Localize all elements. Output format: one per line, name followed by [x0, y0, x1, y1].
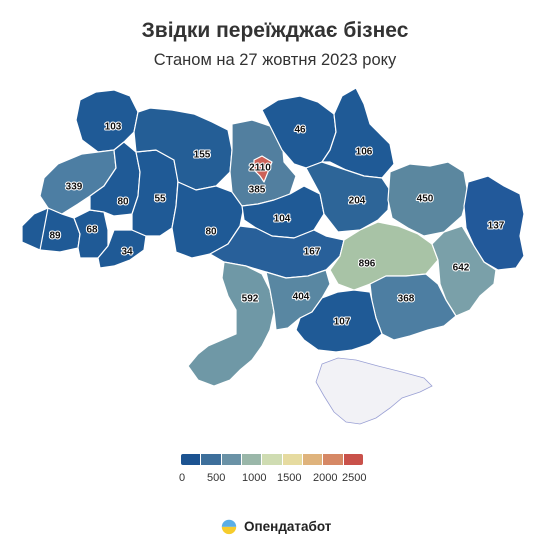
color-scale-legend — [181, 454, 363, 465]
region-zaporizhzhia[interactable]: 368 — [369, 273, 457, 341]
legend-color-segment — [302, 454, 324, 465]
region-ivano-frankivsk[interactable]: 68 — [73, 209, 109, 259]
region-value-label: 106 — [356, 147, 373, 158]
region-chernivtsi[interactable]: 34 — [97, 229, 147, 269]
region-value-label: 339 — [66, 182, 83, 193]
region-value-label: 80 — [205, 227, 217, 238]
region-vinnytsia[interactable]: 80 — [171, 181, 245, 259]
region-value-label: 46 — [294, 125, 306, 136]
legend-tick-labels: 0 500 1000 1500 2000 2500 — [0, 472, 550, 488]
region-sumy[interactable]: 106 — [321, 87, 395, 179]
region-khmelnytskyi[interactable]: 55 — [131, 149, 179, 237]
legend-tick: 1000 — [242, 472, 267, 484]
legend-tick: 0 — [179, 472, 186, 484]
region-value-label: 592 — [242, 294, 259, 305]
region-kharkiv[interactable]: 450 — [387, 161, 469, 237]
region-value-label: 55 — [154, 194, 166, 205]
legend-color-segment — [221, 454, 242, 465]
region-odesa[interactable]: 592 — [187, 261, 275, 387]
region-value-label: 450 — [417, 194, 434, 205]
region-value-label: 167 — [304, 247, 321, 258]
legend-color-segment — [181, 454, 202, 465]
region-value-label: 2110 — [249, 163, 271, 174]
region-value-label: 204 — [349, 196, 366, 207]
region-value-label: 385 — [249, 185, 266, 196]
map-subtitle: Станом на 27 жовтня 2023 року — [153, 51, 397, 69]
legend-color-segment — [241, 454, 263, 465]
legend-tick: 2000 — [313, 472, 338, 484]
region-value-label: 68 — [86, 225, 98, 236]
legend-color-segment — [282, 454, 303, 465]
legend-color-segment — [343, 454, 363, 465]
map-title: Звідки переїжджає бізнес — [141, 19, 409, 42]
region-value-label: 368 — [398, 294, 415, 305]
region-kherson[interactable]: 107 — [295, 289, 383, 353]
brand-footer: Опендатабот — [220, 515, 331, 537]
region-value-label: 103 — [105, 122, 122, 133]
region-value-label: 642 — [453, 263, 470, 274]
region-value-label: 404 — [293, 292, 310, 303]
region-value-label: 896 — [359, 259, 376, 270]
legend-tick: 500 — [207, 472, 226, 484]
brand-name: Опендатабот — [244, 518, 332, 534]
legend-color-segment — [201, 454, 222, 465]
legend-color-segment — [262, 454, 283, 465]
region-value-label: 89 — [49, 231, 61, 242]
region-zhytomyr[interactable]: 155 — [133, 107, 233, 191]
region-lviv[interactable]: 339 — [39, 149, 117, 215]
region-poltava[interactable]: 204 — [305, 161, 391, 233]
region-value-label: 155 — [194, 150, 211, 161]
opendatabot-logo-icon — [221, 519, 237, 535]
region-value-label: 107 — [334, 317, 351, 328]
region-value-label: 80 — [117, 197, 129, 208]
region-value-label: 34 — [121, 247, 133, 258]
region-value-label: 104 — [274, 214, 291, 225]
region-zakarpattia[interactable] — [21, 207, 49, 251]
region-mykolaiv[interactable]: 404 — [265, 269, 331, 331]
region-ternopil[interactable]: 80 — [89, 141, 141, 217]
region-crimea — [315, 357, 433, 425]
region-value-label: 137 — [488, 221, 505, 232]
legend-color-segment — [323, 454, 344, 465]
region-kyiv-city[interactable]: 2110 — [248, 155, 273, 183]
legend-tick: 2500 — [342, 472, 367, 484]
region-donetsk[interactable]: 642 — [431, 225, 497, 317]
region-rivne[interactable]: 103 — [75, 89, 139, 153]
legend-tick: 1500 — [277, 472, 302, 484]
region-luhansk[interactable]: 137 — [463, 175, 525, 271]
